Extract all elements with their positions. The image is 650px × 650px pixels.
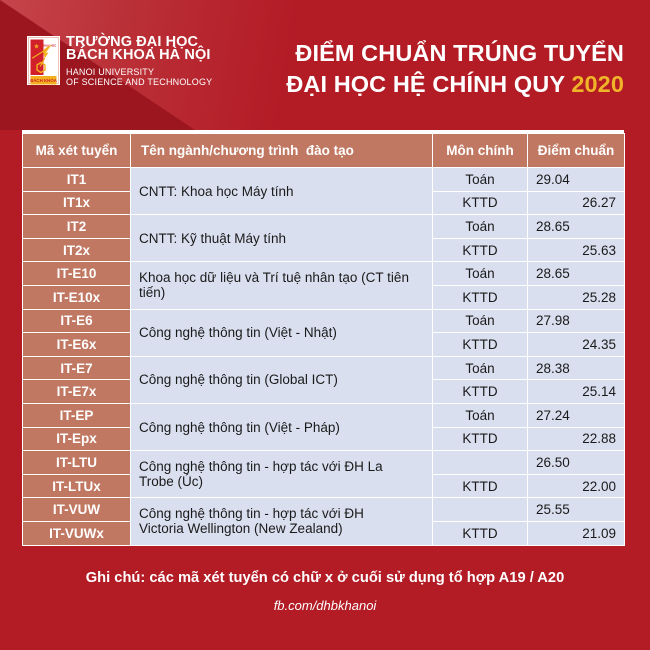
- svg-text:BÁCH KHOA: BÁCH KHOA: [30, 78, 58, 83]
